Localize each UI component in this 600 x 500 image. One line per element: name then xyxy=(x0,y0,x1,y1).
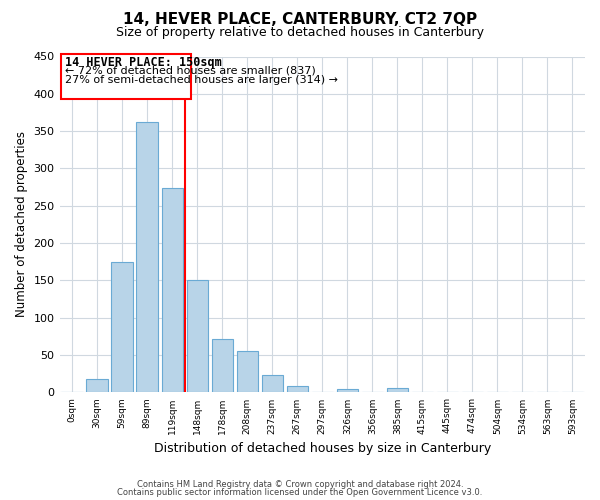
X-axis label: Distribution of detached houses by size in Canterbury: Distribution of detached houses by size … xyxy=(154,442,491,455)
Bar xyxy=(236,352,258,393)
Text: Size of property relative to detached houses in Canterbury: Size of property relative to detached ho… xyxy=(116,26,484,39)
Text: Contains public sector information licensed under the Open Government Licence v3: Contains public sector information licen… xyxy=(118,488,482,497)
Text: 14, HEVER PLACE, CANTERBURY, CT2 7QP: 14, HEVER PLACE, CANTERBURY, CT2 7QP xyxy=(123,12,477,28)
Bar xyxy=(212,340,233,392)
Bar xyxy=(187,280,208,392)
Bar xyxy=(337,388,358,392)
Bar xyxy=(86,379,108,392)
Bar xyxy=(287,386,308,392)
Bar xyxy=(387,388,408,392)
Bar xyxy=(112,262,133,392)
Bar xyxy=(161,188,183,392)
FancyBboxPatch shape xyxy=(61,54,191,99)
Text: 14 HEVER PLACE: 150sqm: 14 HEVER PLACE: 150sqm xyxy=(65,56,221,69)
Bar xyxy=(136,122,158,392)
Y-axis label: Number of detached properties: Number of detached properties xyxy=(15,132,28,318)
Text: Contains HM Land Registry data © Crown copyright and database right 2024.: Contains HM Land Registry data © Crown c… xyxy=(137,480,463,489)
Text: 27% of semi-detached houses are larger (314) →: 27% of semi-detached houses are larger (… xyxy=(65,75,338,85)
Text: ← 72% of detached houses are smaller (837): ← 72% of detached houses are smaller (83… xyxy=(65,66,315,76)
Bar xyxy=(262,376,283,392)
